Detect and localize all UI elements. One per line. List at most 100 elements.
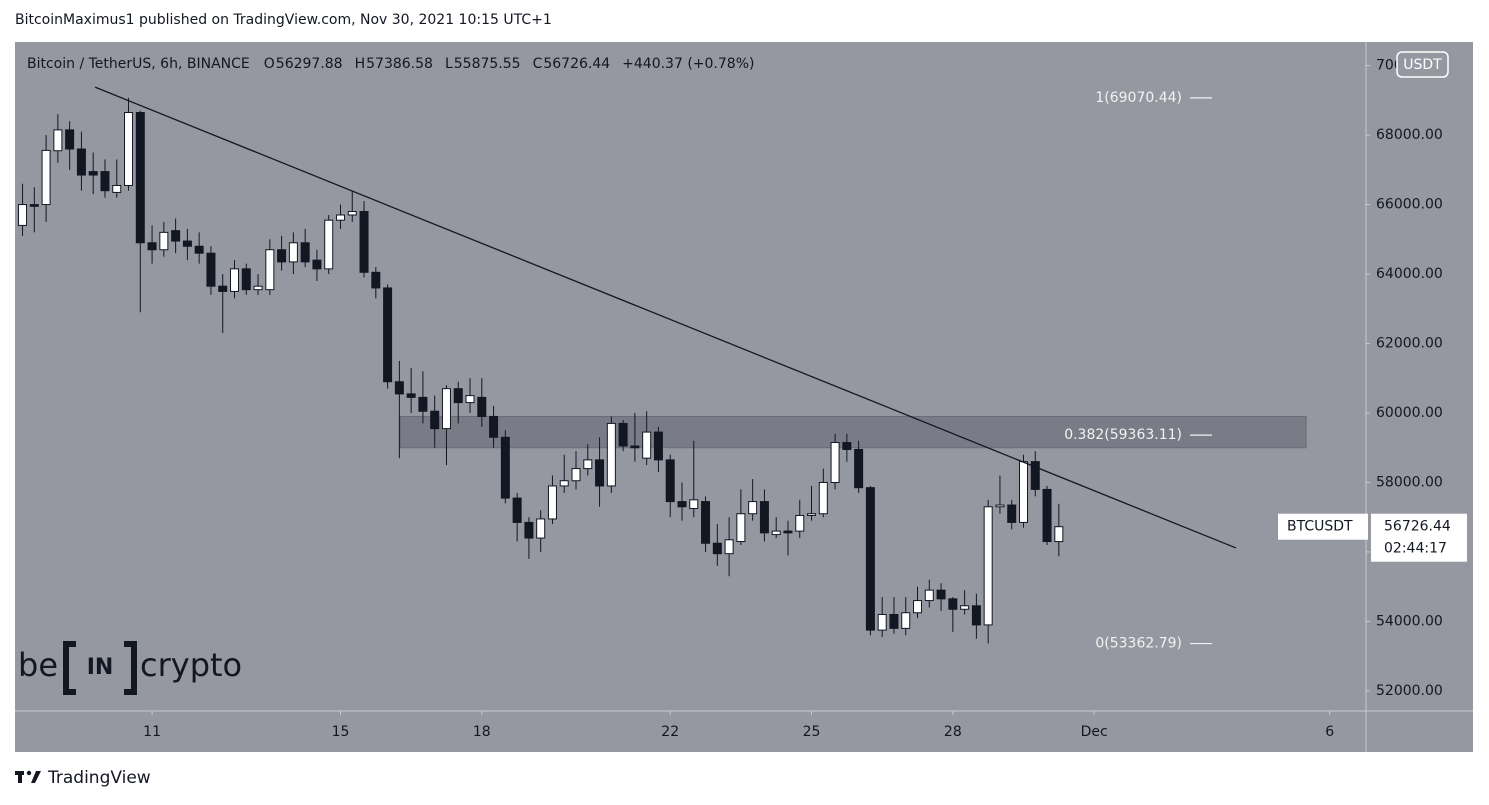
candle-body <box>100 171 110 192</box>
candle-body <box>689 499 699 510</box>
candle-body <box>171 230 181 242</box>
y-tick-label: 62000.00 <box>1376 336 1443 352</box>
currency-badge <box>1396 51 1449 78</box>
change: +440.37 (+0.78%) <box>622 56 754 72</box>
candle-body <box>241 268 251 291</box>
candle-body <box>524 521 534 539</box>
candle-body <box>783 530 793 534</box>
candle-body <box>936 589 946 600</box>
ohlc-key: O <box>264 56 275 72</box>
candle-body <box>1007 504 1017 523</box>
candle-body <box>630 445 640 449</box>
resistance-zone <box>399 415 1307 449</box>
candle-body <box>606 422 616 487</box>
fib-level-label: 1(69070.44) <box>1095 90 1182 106</box>
candle-body <box>383 287 393 383</box>
logo-text: be <box>18 646 58 684</box>
candle-body <box>335 214 345 221</box>
candle-body <box>842 442 852 450</box>
candle-body <box>983 506 993 626</box>
fib-level-label: 0(53362.79) <box>1095 636 1182 652</box>
tv-logo <box>15 770 41 783</box>
candle-body <box>65 129 75 150</box>
candle-body <box>347 211 357 216</box>
publish-line: BitcoinMaximus1 published on TradingView… <box>15 12 552 28</box>
candle-body <box>253 285 263 291</box>
candle-body <box>182 240 192 247</box>
candle-body <box>865 487 875 631</box>
candle-body <box>736 513 746 543</box>
candle-body <box>1018 461 1028 523</box>
candle-body <box>230 268 240 292</box>
ohlc-value: 55875.55 <box>454 56 521 72</box>
candle-body <box>76 148 86 176</box>
candle-body <box>300 242 310 263</box>
labels: 1(69070.44) 0.382(59363.11) 0(53362.79) 520… <box>27 51 1467 740</box>
candle-body <box>665 459 675 503</box>
candle-body <box>147 242 157 251</box>
y-tick-label: 60000.00 <box>1376 405 1443 421</box>
candle-body <box>453 388 463 404</box>
candle-body <box>771 530 781 536</box>
ohlc-key: C <box>533 56 543 72</box>
plot-background <box>15 42 1473 752</box>
candle-body <box>18 204 28 226</box>
x-tick-label: 28 <box>944 724 962 740</box>
candle-body <box>536 518 546 539</box>
candle-body <box>889 613 899 629</box>
x-tick-label: Dec <box>1081 724 1108 740</box>
x-tick-label: 22 <box>661 724 679 740</box>
candle-body <box>724 539 734 555</box>
price-countdown: 02:44:17 <box>1384 541 1447 557</box>
y-tick-label: 52000.00 <box>1376 683 1443 699</box>
candle-body <box>701 501 711 544</box>
candle-body <box>112 184 122 193</box>
currency-label: USDT <box>1403 57 1442 73</box>
candle-body <box>924 589 934 602</box>
price-name: BTCUSDT <box>1287 519 1353 535</box>
candle-body <box>971 605 981 626</box>
candle-body <box>583 459 593 470</box>
candle-body <box>795 514 805 532</box>
candle-body <box>218 285 228 292</box>
candle-body <box>206 252 216 287</box>
candle-body <box>595 459 605 487</box>
ohlc-key: H <box>355 56 366 72</box>
candle-body <box>500 436 510 499</box>
candle-body <box>194 245 204 254</box>
candle-body <box>653 431 663 461</box>
ohlc-value: 56297.88 <box>276 56 343 72</box>
candle-body <box>312 259 322 270</box>
candle-body <box>512 497 522 523</box>
symbol: Bitcoin / TetherUS, 6h, BINANCE <box>27 56 250 72</box>
candle-body <box>901 612 911 629</box>
candle-body <box>394 381 404 395</box>
candle-body <box>1042 488 1052 543</box>
y-tick-label: 58000.00 <box>1376 474 1443 490</box>
x-tick-label: 18 <box>473 724 491 740</box>
candle-body <box>324 219 334 270</box>
candle-body <box>571 468 581 482</box>
candle-body <box>477 396 487 417</box>
candle-body <box>53 129 63 152</box>
candle-body <box>547 485 557 520</box>
x-tick-label: 6 <box>1325 724 1334 740</box>
logo-text: IN <box>87 655 114 680</box>
candle-body <box>759 501 769 534</box>
beincrypto-logo: be IN crypto <box>18 641 242 695</box>
candle-body <box>277 249 287 263</box>
candle-body <box>677 501 687 508</box>
candle-body <box>41 149 51 206</box>
candle-body <box>406 393 416 398</box>
candle-body <box>159 231 169 251</box>
trendline <box>94 86 1237 549</box>
y-tick-label: 54000.00 <box>1376 613 1443 629</box>
candle-body <box>559 480 569 487</box>
candle-body <box>712 542 722 555</box>
candle-body <box>359 211 369 273</box>
candle-body <box>371 271 381 289</box>
price-name-box <box>1278 513 1368 540</box>
candle-body <box>430 410 440 430</box>
x-tick-label: 11 <box>143 724 161 740</box>
y-tick-label: 68000.00 <box>1376 127 1443 143</box>
